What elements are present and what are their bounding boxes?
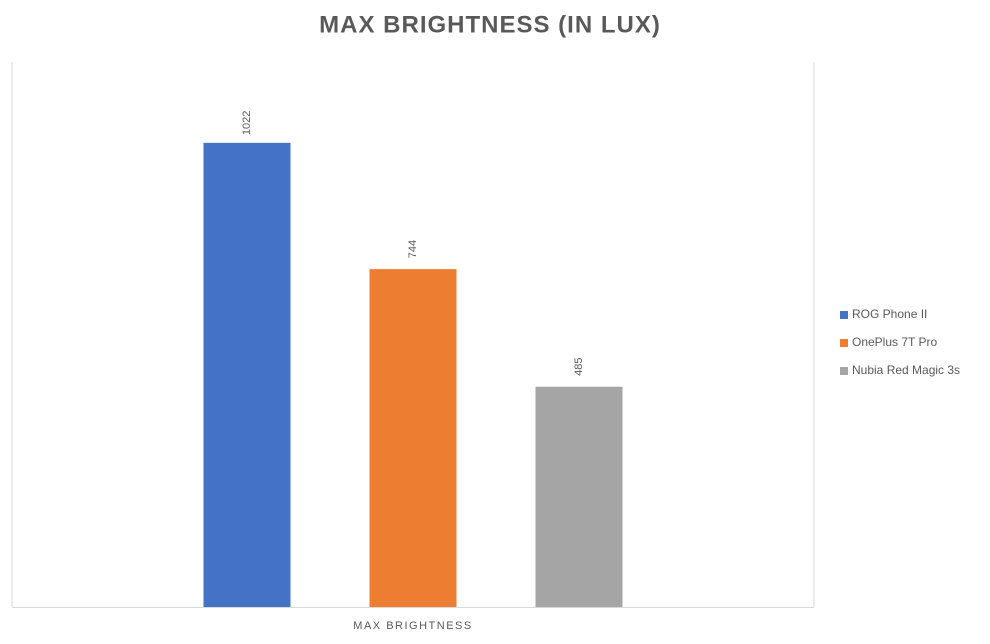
- bar: [535, 386, 623, 607]
- legend-swatch: [840, 339, 848, 347]
- data-label: 1022: [241, 111, 253, 135]
- x-tick-label: MAX BRIGHTNESS: [353, 620, 472, 632]
- data-label: 485: [573, 358, 585, 376]
- legend-swatch: [840, 367, 848, 375]
- bar: [203, 142, 291, 607]
- legend-swatch: [840, 311, 848, 319]
- legend-label: OnePlus 7T Pro: [852, 335, 937, 349]
- data-label: 744: [407, 240, 419, 258]
- chart-title: MAX BRIGHTNESS (IN LUX): [319, 11, 661, 38]
- bar: [369, 269, 457, 607]
- legend-label: Nubia Red Magic 3s: [852, 363, 960, 377]
- legend-label: ROG Phone II: [852, 307, 927, 321]
